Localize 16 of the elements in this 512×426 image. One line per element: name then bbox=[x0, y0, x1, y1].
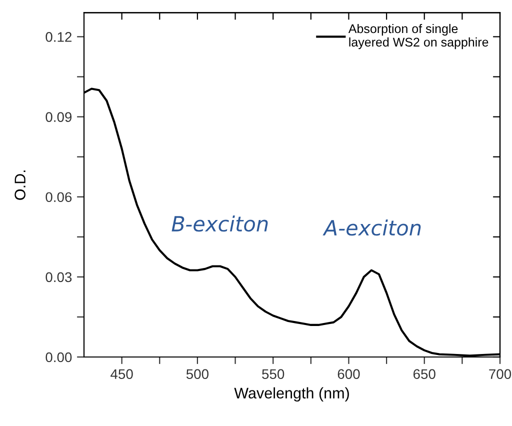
y-tick-label: 0.06 bbox=[46, 192, 72, 202]
annotation: B-exciton bbox=[172, 216, 268, 232]
x-tick-label: 550 bbox=[262, 369, 284, 380]
y-tick-label: 0.03 bbox=[46, 272, 72, 282]
legend-label: Absorption of single layered WS2 on sapphire bbox=[348, 24, 488, 50]
x-axis-title: Wavelength (nm) bbox=[234, 387, 349, 402]
x-tick-label: 700 bbox=[489, 369, 512, 380]
x-tick-label: 650 bbox=[413, 369, 436, 380]
y-tick-label: 0.12 bbox=[46, 32, 72, 42]
x-tick-label: 500 bbox=[186, 369, 208, 380]
y-axis-title: O.D. bbox=[14, 170, 26, 200]
annotation: A-exciton bbox=[322, 220, 421, 236]
x-tick-label: 600 bbox=[338, 369, 360, 380]
y-tick-label: 0.00 bbox=[46, 352, 72, 362]
y-tick-label: 0.09 bbox=[46, 112, 72, 122]
x-tick-label: 450 bbox=[110, 369, 133, 380]
